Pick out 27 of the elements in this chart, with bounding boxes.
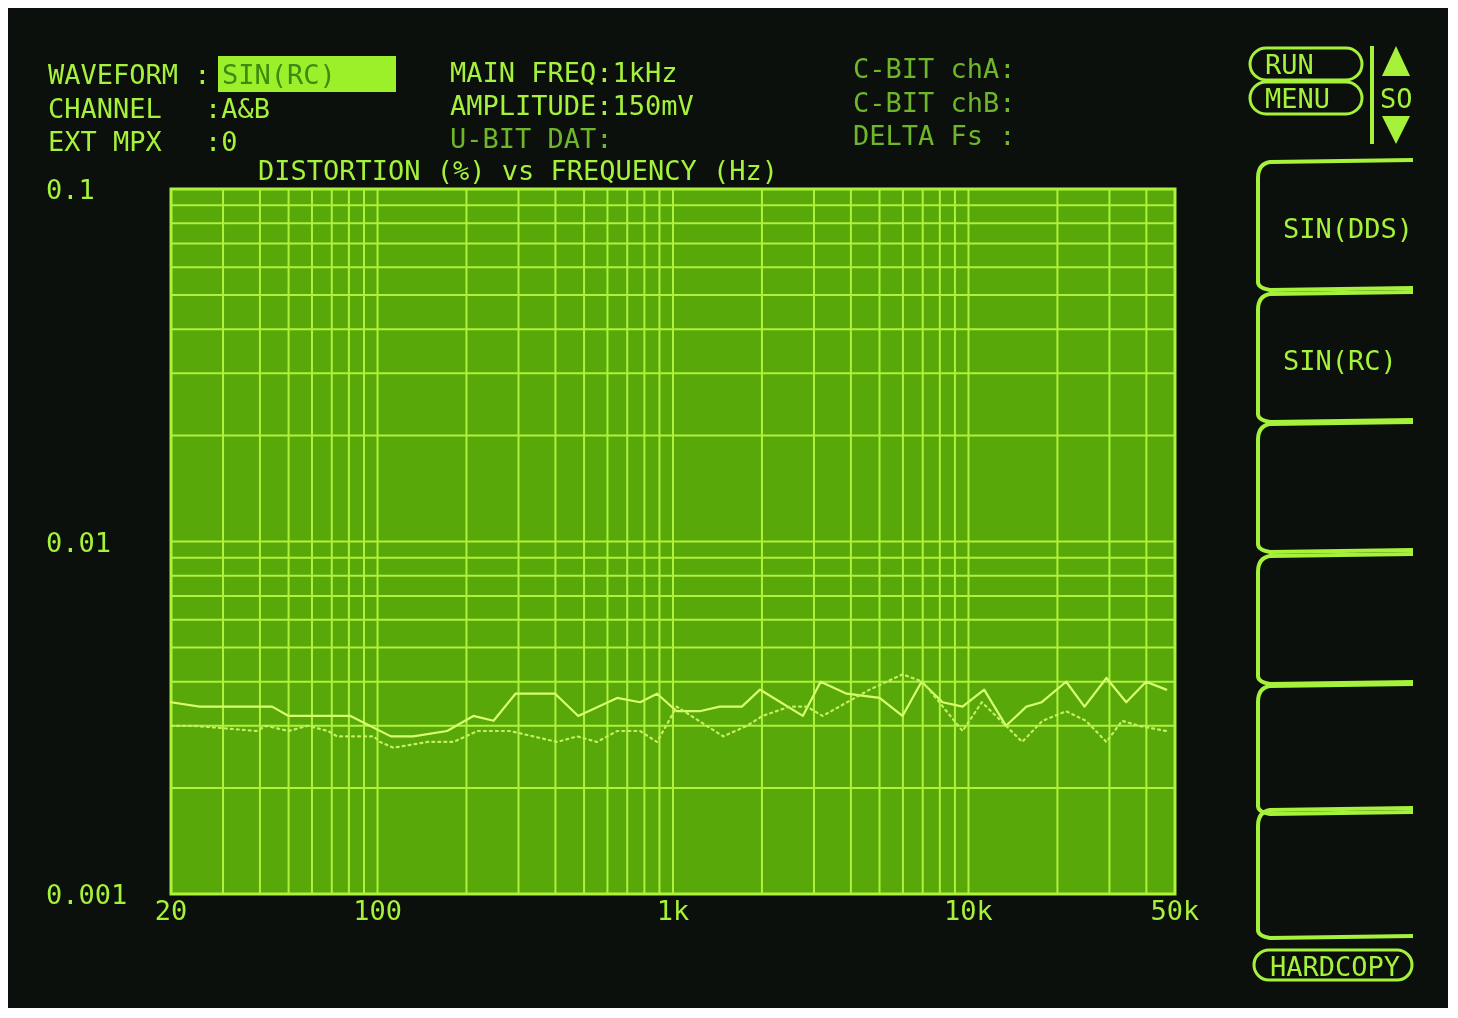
y-tick-label: 0.001 xyxy=(46,879,128,910)
text: MAIN FREQ:1kHz xyxy=(450,57,678,88)
text: RUN xyxy=(1265,49,1314,80)
text: DELTA Fs : xyxy=(853,120,1016,151)
text: U-BIT DAT: xyxy=(450,123,613,154)
text: MENU xyxy=(1265,83,1331,114)
text: AMPLITUDE:150mV xyxy=(450,90,694,121)
x-tick-label: 100 xyxy=(353,895,402,926)
x-tick-label: 50k xyxy=(1150,895,1200,926)
text: CHANNEL xyxy=(48,93,162,124)
y-tick-label: 0.1 xyxy=(46,174,95,205)
text: C-BIT chB: xyxy=(853,87,1016,118)
x-tick-label: 1k xyxy=(656,895,690,926)
text: SIN(DDS) xyxy=(1283,213,1414,244)
text: EXT MPX xyxy=(48,126,162,157)
text: WAVEFORM : xyxy=(48,59,211,90)
text: C-BIT chA: xyxy=(853,53,1016,84)
x-tick-label: 20 xyxy=(154,895,188,926)
x-tick-label: 10k xyxy=(944,895,993,926)
y-tick-label: 0.01 xyxy=(46,526,112,558)
text: :A&B xyxy=(205,93,271,124)
chart-title: DISTORTION (%) vs FREQUENCY (Hz) xyxy=(257,155,779,186)
text: :0 xyxy=(205,126,238,157)
text: SO xyxy=(1380,83,1413,114)
text: SIN(RC) xyxy=(222,59,336,90)
text: HARDCOPY xyxy=(1270,951,1401,982)
text: SIN(RC) xyxy=(1283,345,1397,376)
